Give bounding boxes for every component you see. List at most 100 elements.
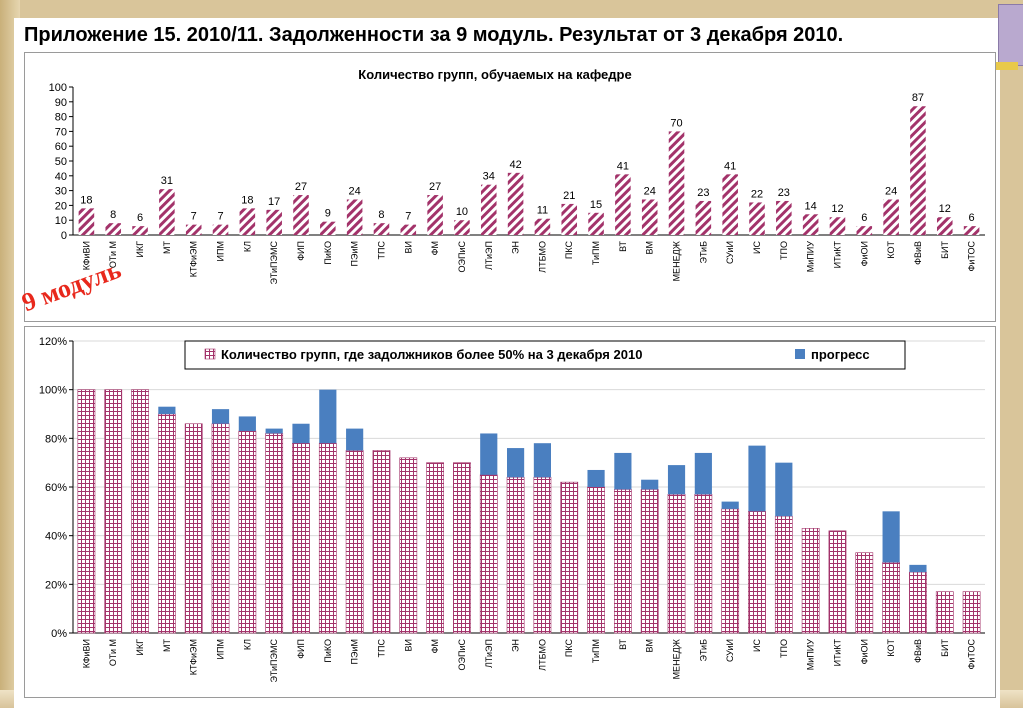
chart1-data-label: 70 [670, 117, 682, 129]
chart1-x-tick-label: КОТ [886, 240, 896, 258]
chart1-data-label: 23 [778, 187, 790, 199]
chart2-bar-debtors [560, 481, 579, 634]
chart2-x-tick-label: ВТ [618, 639, 628, 650]
chart1-data-label: 7 [191, 211, 197, 223]
chart1-data-label: 42 [509, 159, 521, 171]
chart1-x-tick-label: ИПМ [216, 241, 226, 261]
chart1-x-tick-label: ПКС [564, 241, 574, 260]
chart1-y-tick-label: 20 [55, 200, 67, 212]
chart1-bar [936, 217, 953, 235]
chart1-bar [829, 217, 846, 235]
chart2-x-tick-label: МЕНЕДЖ [672, 638, 682, 679]
chart2-bar-progress [614, 452, 632, 490]
chart1-bar [185, 224, 202, 235]
chart2-bar-debtors [748, 511, 766, 634]
chart1-y-tick-label: 30 [55, 186, 67, 198]
chart2-x-tick-label: КОТ [886, 638, 896, 656]
chart1-bar [427, 195, 443, 235]
chart2-x-tick-label: ПЭиМ [350, 639, 360, 664]
chart2-bar-progress [158, 406, 176, 414]
chart2-x-tick-label: МиПИУ [806, 639, 816, 670]
chart2-x-tick-label: ПиКО [323, 639, 333, 663]
chart-groups-count-svg: Количество групп, обучаемых на кафедре 0 1… [49, 67, 985, 285]
chart1-x-tick-label: ЭТиБ [698, 241, 708, 264]
chart1-x-tick-label: ФиОИ [859, 241, 869, 266]
chart2-x-tick-label: КТФиЭМ [189, 639, 199, 675]
chart1-x-tick-label: КТФиЭМ [189, 241, 199, 277]
chart1-y-tick-label: 70 [55, 126, 67, 138]
chart2-bar-debtors [77, 389, 96, 634]
chart2-bar-debtors [855, 552, 874, 634]
chart2-bar-progress [882, 511, 900, 563]
chart-debtors-percent: 0% 20% 40% 60% 80% 100% 120% КФиВИ ОТи М ИКГ МТ КТФ… [24, 326, 996, 698]
chart1-data-label: 87 [912, 92, 924, 104]
chart1-x-tick-label: МиПИУ [806, 241, 816, 272]
chart2-y-tick-label: 120% [39, 336, 67, 348]
chart2-y-tick-label: 60% [45, 482, 67, 494]
chart2-x-tick-label: ЭТиПЭМС [269, 639, 279, 683]
chart2-x-tick-label: ИПМ [216, 639, 226, 659]
chart1-bar [346, 199, 363, 235]
chart2-x-tick-label: ПКС [564, 639, 574, 658]
chart2-legend-box [184, 340, 906, 370]
chart2-x-tick-label: ФМ [430, 639, 440, 653]
chart1-data-label: 24 [885, 185, 897, 197]
chart2-y-tick-label: 40% [45, 531, 67, 543]
chart1-data-label: 6 [861, 212, 867, 224]
chart2-bar-debtors [613, 489, 632, 634]
chart1-bar [802, 214, 819, 235]
chart1-data-label: 6 [969, 212, 975, 224]
chart2-bar-debtors [318, 442, 337, 634]
chart1-title: Количество групп, обучаемых на кафедре [358, 67, 631, 82]
chart1-data-label: 27 [429, 181, 441, 193]
chart2-x-tick-label: ОЭПиС [457, 639, 467, 671]
chart1-data-label: 17 [268, 196, 280, 208]
chart2-bar-debtors [721, 508, 740, 634]
chart1-x-tick-label: ФИП [296, 241, 306, 261]
chart1-data-label: 11 [537, 205, 548, 217]
chart2-bar-progress [667, 465, 686, 495]
chart1-bar [507, 172, 524, 235]
chart1-bar [856, 226, 873, 235]
chart2-bar-progress [346, 428, 364, 451]
chart2-bar-debtors [694, 494, 713, 634]
chart2-y-tick-label: 20% [45, 579, 67, 591]
chart2-x-tick-label: ВМ [645, 639, 655, 653]
chart2-bar-progress [748, 445, 766, 512]
chart2-bar-progress [775, 462, 793, 517]
chart1-y-tick-label: 10 [55, 215, 67, 227]
chart2-x-tick-label: БИТ [940, 639, 950, 657]
chart2-y-tick-label: 80% [45, 433, 67, 445]
chart1-y-tick-label: 50 [55, 156, 67, 168]
chart2-bar-debtors [479, 474, 498, 634]
chart2-bar-debtors [345, 450, 364, 634]
chart2-y-tick-label: 0% [51, 628, 67, 640]
chart1-data-label: 31 [161, 175, 173, 187]
chart2-x-tick-label: КФиВИ [81, 639, 91, 668]
chart1-bar [454, 220, 470, 235]
chart2-x-tick-label: ЭН [511, 639, 521, 652]
chart1-data-label: 8 [378, 209, 384, 221]
chart1-x-tick-label: СУиИ [725, 241, 735, 264]
chart1-x-tick-label: ФиТОС [967, 241, 977, 272]
chart2-bar-debtors [774, 515, 793, 634]
chart1-x-tick-label: ОЭПиС [457, 241, 467, 273]
chart2-bar-progress [211, 409, 230, 424]
chart1-bar [561, 203, 578, 235]
chart1-bar [373, 223, 390, 235]
chart1-bar [212, 224, 229, 235]
corner-arrow-decoration [996, 62, 1018, 70]
chart1-bar [239, 208, 256, 235]
chart1-data-label: 23 [697, 187, 709, 199]
chart1-x-tick-label: ВМ [645, 241, 655, 255]
chart2-bar-progress [587, 469, 605, 487]
chart1-data-label: 27 [295, 181, 307, 193]
chart2-bar-debtors [238, 430, 257, 634]
chart2-bar-debtors [935, 591, 954, 634]
chart1-bar [883, 199, 899, 235]
chart2-x-tick-label: МТ [162, 639, 172, 652]
chart2-bar-progress [721, 501, 739, 509]
chart1-data-label: 34 [483, 171, 495, 183]
chart1-y-tick-label: 60 [55, 141, 67, 153]
chart1-x-tick-label: МТ [162, 241, 172, 254]
